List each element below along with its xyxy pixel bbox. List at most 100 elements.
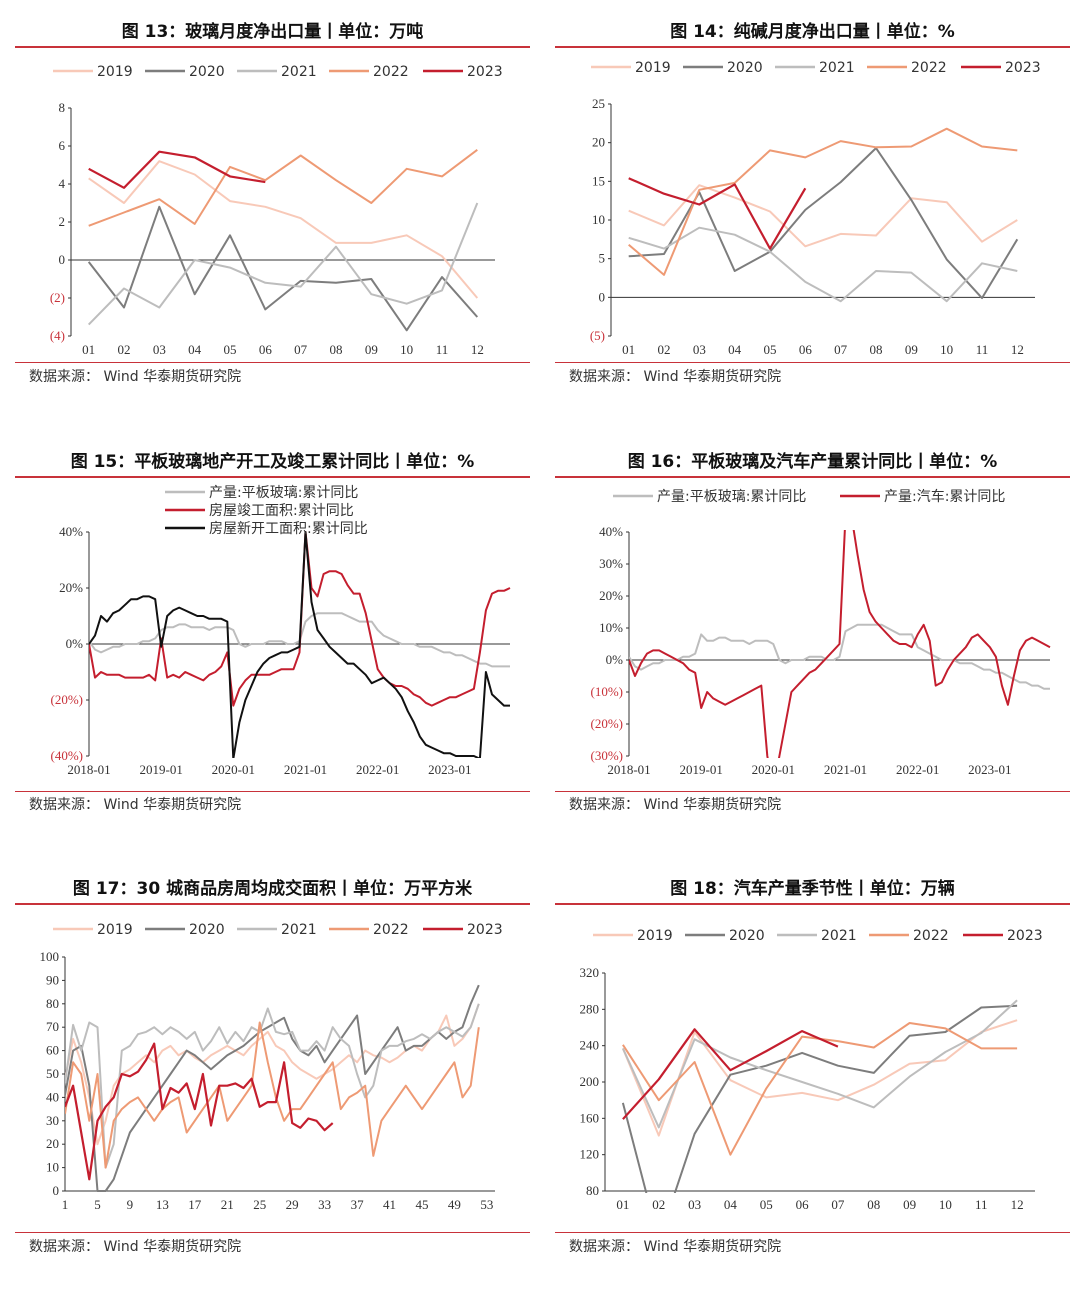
y-tick-label: 0 [599,289,606,304]
legend-label: 产量:汽车:累计同比 [884,488,1005,505]
legend-label: 2019 [635,60,671,76]
legend-label: 2020 [189,64,225,80]
series-line-2019 [88,160,479,299]
x-tick-label: 04 [188,342,202,357]
chart-panel-housing-sales: 图 17：30 城商品房周均成交面积丨单位：万平方米 0 10 20 30 40 50 60… [15,875,530,1265]
y-tick-label: (30%) [591,748,624,763]
legend-label: 2022 [373,922,409,938]
series-line-2020 [87,205,479,332]
x-tick-label: 07 [831,1197,845,1212]
y-tick-label: 80 [46,996,59,1011]
source-divider [15,791,530,792]
y-tick-label: 5 [599,251,606,266]
x-tick-label: 02 [658,342,671,357]
y-tick-label: 80 [586,1183,599,1198]
x-tick-label: 06 [799,342,813,357]
y-tick-label: 160 [580,1110,600,1125]
y-tick-label: 200 [580,1074,600,1089]
x-tick-label: 2020-01 [212,762,255,777]
y-tick-label: 320 [580,965,600,980]
y-tick-label: 25 [592,96,605,111]
x-tick-label: 41 [383,1197,396,1212]
x-tick-label: 10 [400,342,413,357]
x-tick-label: 12 [1011,342,1024,357]
chart-title: 图 14：纯碱月度净出口量丨单位：% [670,22,955,42]
x-tick-label: 53 [480,1197,493,1212]
legend-label: 2019 [97,922,133,938]
series-line-2020 [65,984,480,1192]
series-line-2022 [88,149,478,227]
chart-panel-glass-property: 图 15：平板玻璃地产开工及竣工累计同比丨单位：% (40%) (20%) 0% 20… [15,448,530,828]
legend-label: 产量:平板玻璃:累计同比 [657,488,806,505]
source-note: 数据来源： Wind 华泰期货研究院 [569,1239,782,1255]
x-tick-label: 05 [224,342,237,357]
y-tick-label: 280 [580,1001,600,1016]
source-divider [555,362,1070,363]
x-tick-label: 06 [796,1197,810,1212]
x-tick-label: 2021-01 [284,762,327,777]
x-tick-label: 01 [616,1197,629,1212]
x-tick-label: 02 [652,1197,665,1212]
x-tick-label: 08 [330,342,343,357]
x-tick-label: 25 [253,1197,266,1212]
legend-label: 2021 [281,64,317,80]
legend-label: 房屋新开工面积:累计同比 [209,521,368,537]
series-line-2022 [65,1021,480,1169]
title-divider [555,476,1070,478]
y-tick-label: 0 [59,252,66,267]
y-tick-label: (5) [590,328,605,343]
x-tick-label: 5 [94,1197,101,1212]
x-tick-label: 11 [975,1197,988,1212]
x-tick-label: 2018-01 [607,762,650,777]
y-tick-label: (40%) [51,748,84,763]
series-line-2020 [621,1004,1018,1193]
legend-label: 房屋竣工面积:累计同比 [209,503,354,519]
x-tick-label: 12 [1011,1197,1024,1212]
y-tick-label: 60 [46,1043,59,1058]
y-tick-label: (20%) [591,716,624,731]
line-chart-auto-seasonality: 80 120 160 200 240 280 320 01 02 03 04 05 06 07 08 09 10… [580,928,1043,1212]
x-tick-label: 9 [127,1197,134,1212]
x-tick-label: 05 [764,342,777,357]
source-note: 数据来源： Wind 华泰期货研究院 [29,797,242,813]
y-tick-label: 50 [46,1066,59,1081]
x-tick-label: 01 [82,342,95,357]
source-note: 数据来源： Wind 华泰期货研究院 [29,369,242,385]
x-tick-label: 09 [903,1197,916,1212]
series-line-2021 [65,1003,480,1169]
x-tick-label: 12 [471,342,484,357]
source-note: 数据来源： Wind 华泰期货研究院 [569,797,782,813]
chart-title: 图 17：30 城商品房周均成交面积丨单位：万平方米 [72,879,473,899]
x-tick-label: 08 [867,1197,880,1212]
x-tick-label: 05 [760,1197,773,1212]
x-tick-label: 10 [939,1197,952,1212]
x-tick-label: 08 [870,342,883,357]
legend-label: 2019 [97,64,133,80]
x-tick-label: 10 [940,342,953,357]
series-line-series [89,531,510,758]
legend-label: 产量:平板玻璃:累计同比 [209,484,358,501]
x-tick-label: 49 [448,1197,461,1212]
y-tick-label: 30% [599,556,623,571]
x-tick-label: 2021-01 [824,762,867,777]
y-tick-label: 90 [46,972,59,987]
legend-label: 2023 [1005,60,1041,76]
x-tick-label: 2019-01 [679,762,722,777]
title-divider [15,46,530,48]
y-tick-label: 20% [59,580,83,595]
x-tick-label: 45 [415,1197,428,1212]
y-tick-label: 2 [59,214,66,229]
x-tick-label: 07 [834,342,848,357]
series-line-2023 [628,177,807,250]
y-tick-label: 70 [46,1019,59,1034]
series-line-2023 [65,1042,334,1181]
chart-title: 图 13：玻璃月度净出口量丨单位：万吨 [121,22,424,42]
y-tick-label: (4) [50,328,65,343]
line-chart-glass-property: (40%) (20%) 0% 20% 40% 2018-01 2019-01 2020-01 2… [51,484,511,777]
series-line-2019 [628,184,1018,248]
y-tick-label: 4 [59,176,66,191]
legend-label: 2023 [467,922,503,938]
source-divider [15,1232,530,1233]
y-tick-label: 0% [606,652,624,667]
title-divider [15,476,530,478]
